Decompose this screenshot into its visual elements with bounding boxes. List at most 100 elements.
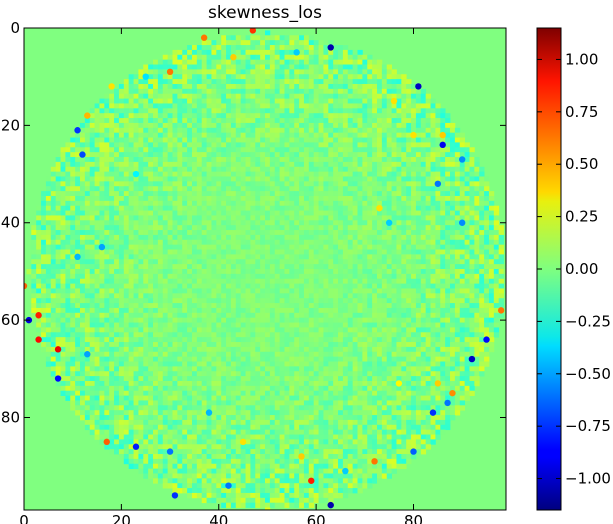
heatmap-cell bbox=[255, 327, 261, 333]
heatmap-cell bbox=[265, 195, 271, 202]
heatmap-cell bbox=[157, 69, 164, 75]
heatmap-cell bbox=[308, 230, 315, 236]
heatmap-cell bbox=[303, 303, 310, 309]
heatmap-cell bbox=[445, 293, 451, 299]
heatmap-cell bbox=[279, 186, 285, 192]
heatmap-cell bbox=[284, 278, 290, 285]
heatmap-cell bbox=[143, 195, 149, 202]
heatmap-cell bbox=[372, 327, 378, 333]
heatmap-cell bbox=[41, 283, 47, 289]
heatmap-cell bbox=[182, 157, 188, 163]
heatmap-cell bbox=[138, 230, 144, 236]
heatmap-cell bbox=[182, 113, 188, 119]
heatmap-cell bbox=[89, 254, 95, 260]
heatmap-cell bbox=[162, 152, 169, 158]
heatmap-cell bbox=[109, 327, 115, 333]
heatmap-cell bbox=[109, 312, 115, 319]
heatmap-cell bbox=[114, 317, 120, 323]
heatmap-cell bbox=[308, 278, 315, 285]
heatmap-cell bbox=[352, 88, 358, 95]
heatmap-cell bbox=[328, 54, 334, 61]
heatmap-cell bbox=[157, 93, 164, 99]
heatmap-cell bbox=[420, 98, 427, 104]
heatmap-cell bbox=[226, 239, 232, 246]
heatmap-cell bbox=[148, 103, 154, 109]
heatmap-cell bbox=[469, 303, 475, 309]
heatmap-cell bbox=[172, 69, 178, 75]
heatmap-cell bbox=[284, 269, 290, 275]
heatmap-cell bbox=[362, 293, 368, 299]
heatmap-cell bbox=[84, 239, 91, 246]
heatmap-cell bbox=[284, 83, 290, 90]
heatmap-cell bbox=[323, 317, 329, 323]
heatmap-cell bbox=[123, 264, 130, 270]
heatmap-cell bbox=[191, 122, 198, 129]
heatmap-cell bbox=[376, 166, 383, 173]
heatmap-cell bbox=[182, 307, 188, 314]
heatmap-cell bbox=[430, 147, 436, 153]
heatmap-cell bbox=[313, 93, 319, 99]
heatmap-cell bbox=[479, 195, 485, 202]
heatmap-cell bbox=[79, 142, 86, 148]
heatmap-cell bbox=[191, 166, 198, 173]
heatmap-cell bbox=[265, 259, 271, 265]
heatmap-cell bbox=[172, 327, 178, 333]
heatmap-cell bbox=[230, 49, 237, 56]
heatmap-cell bbox=[318, 69, 324, 75]
heatmap-cell bbox=[182, 98, 188, 104]
heatmap-cell bbox=[294, 298, 300, 304]
heatmap-cell bbox=[313, 176, 319, 182]
heatmap-cell bbox=[162, 74, 169, 80]
heatmap-cell bbox=[138, 113, 144, 119]
heatmap-cell bbox=[474, 200, 480, 207]
heatmap-cell bbox=[440, 127, 446, 134]
heatmap-cell bbox=[342, 161, 349, 168]
heatmap-cell bbox=[104, 322, 110, 328]
heatmap-cell bbox=[284, 249, 290, 255]
heatmap-cell bbox=[445, 273, 451, 280]
heatmap-cell bbox=[464, 239, 470, 246]
heatmap-cell bbox=[401, 127, 407, 134]
heatmap-cell bbox=[303, 176, 310, 182]
heatmap-cell bbox=[84, 147, 91, 153]
heatmap-cell bbox=[265, 161, 271, 168]
heatmap-cell bbox=[303, 195, 310, 202]
heatmap-cell bbox=[299, 254, 305, 260]
heatmap-cell bbox=[255, 283, 261, 289]
heatmap-cell bbox=[177, 322, 183, 328]
heatmap-cell bbox=[376, 200, 383, 207]
heatmap-cell bbox=[99, 230, 105, 236]
heatmap-cell bbox=[157, 195, 164, 202]
heatmap-cell bbox=[284, 273, 290, 280]
heatmap-cell bbox=[274, 254, 281, 260]
heatmap-cell bbox=[338, 186, 344, 192]
heatmap-cell bbox=[118, 288, 125, 294]
heatmap-cell bbox=[196, 312, 203, 319]
heatmap-cell bbox=[55, 332, 61, 338]
heatmap-cell bbox=[391, 249, 397, 255]
heatmap-cell bbox=[362, 205, 368, 211]
heatmap-cell bbox=[50, 278, 57, 285]
heatmap-cell bbox=[381, 69, 388, 75]
heatmap-cell bbox=[411, 166, 417, 173]
heatmap-cell bbox=[406, 137, 412, 143]
heatmap-cell bbox=[445, 288, 451, 294]
heatmap-cell bbox=[250, 298, 256, 304]
heatmap-cell bbox=[41, 215, 47, 221]
heatmap-cell bbox=[376, 132, 383, 138]
heatmap-cell bbox=[230, 40, 237, 46]
heatmap-cell bbox=[318, 239, 324, 246]
heatmap-cell bbox=[128, 322, 134, 328]
heatmap-cell bbox=[445, 152, 451, 158]
heatmap-cell bbox=[206, 122, 212, 129]
heatmap-cell bbox=[347, 225, 354, 231]
heatmap-cell bbox=[196, 176, 203, 182]
heatmap-cell bbox=[342, 137, 349, 143]
heatmap-cell bbox=[265, 322, 271, 328]
heatmap-cell bbox=[255, 79, 261, 85]
heatmap-cell bbox=[118, 322, 125, 328]
heatmap-cell bbox=[445, 118, 451, 124]
heatmap-cell bbox=[381, 132, 388, 138]
heatmap-cell bbox=[45, 176, 52, 182]
heatmap-cell bbox=[464, 249, 470, 255]
